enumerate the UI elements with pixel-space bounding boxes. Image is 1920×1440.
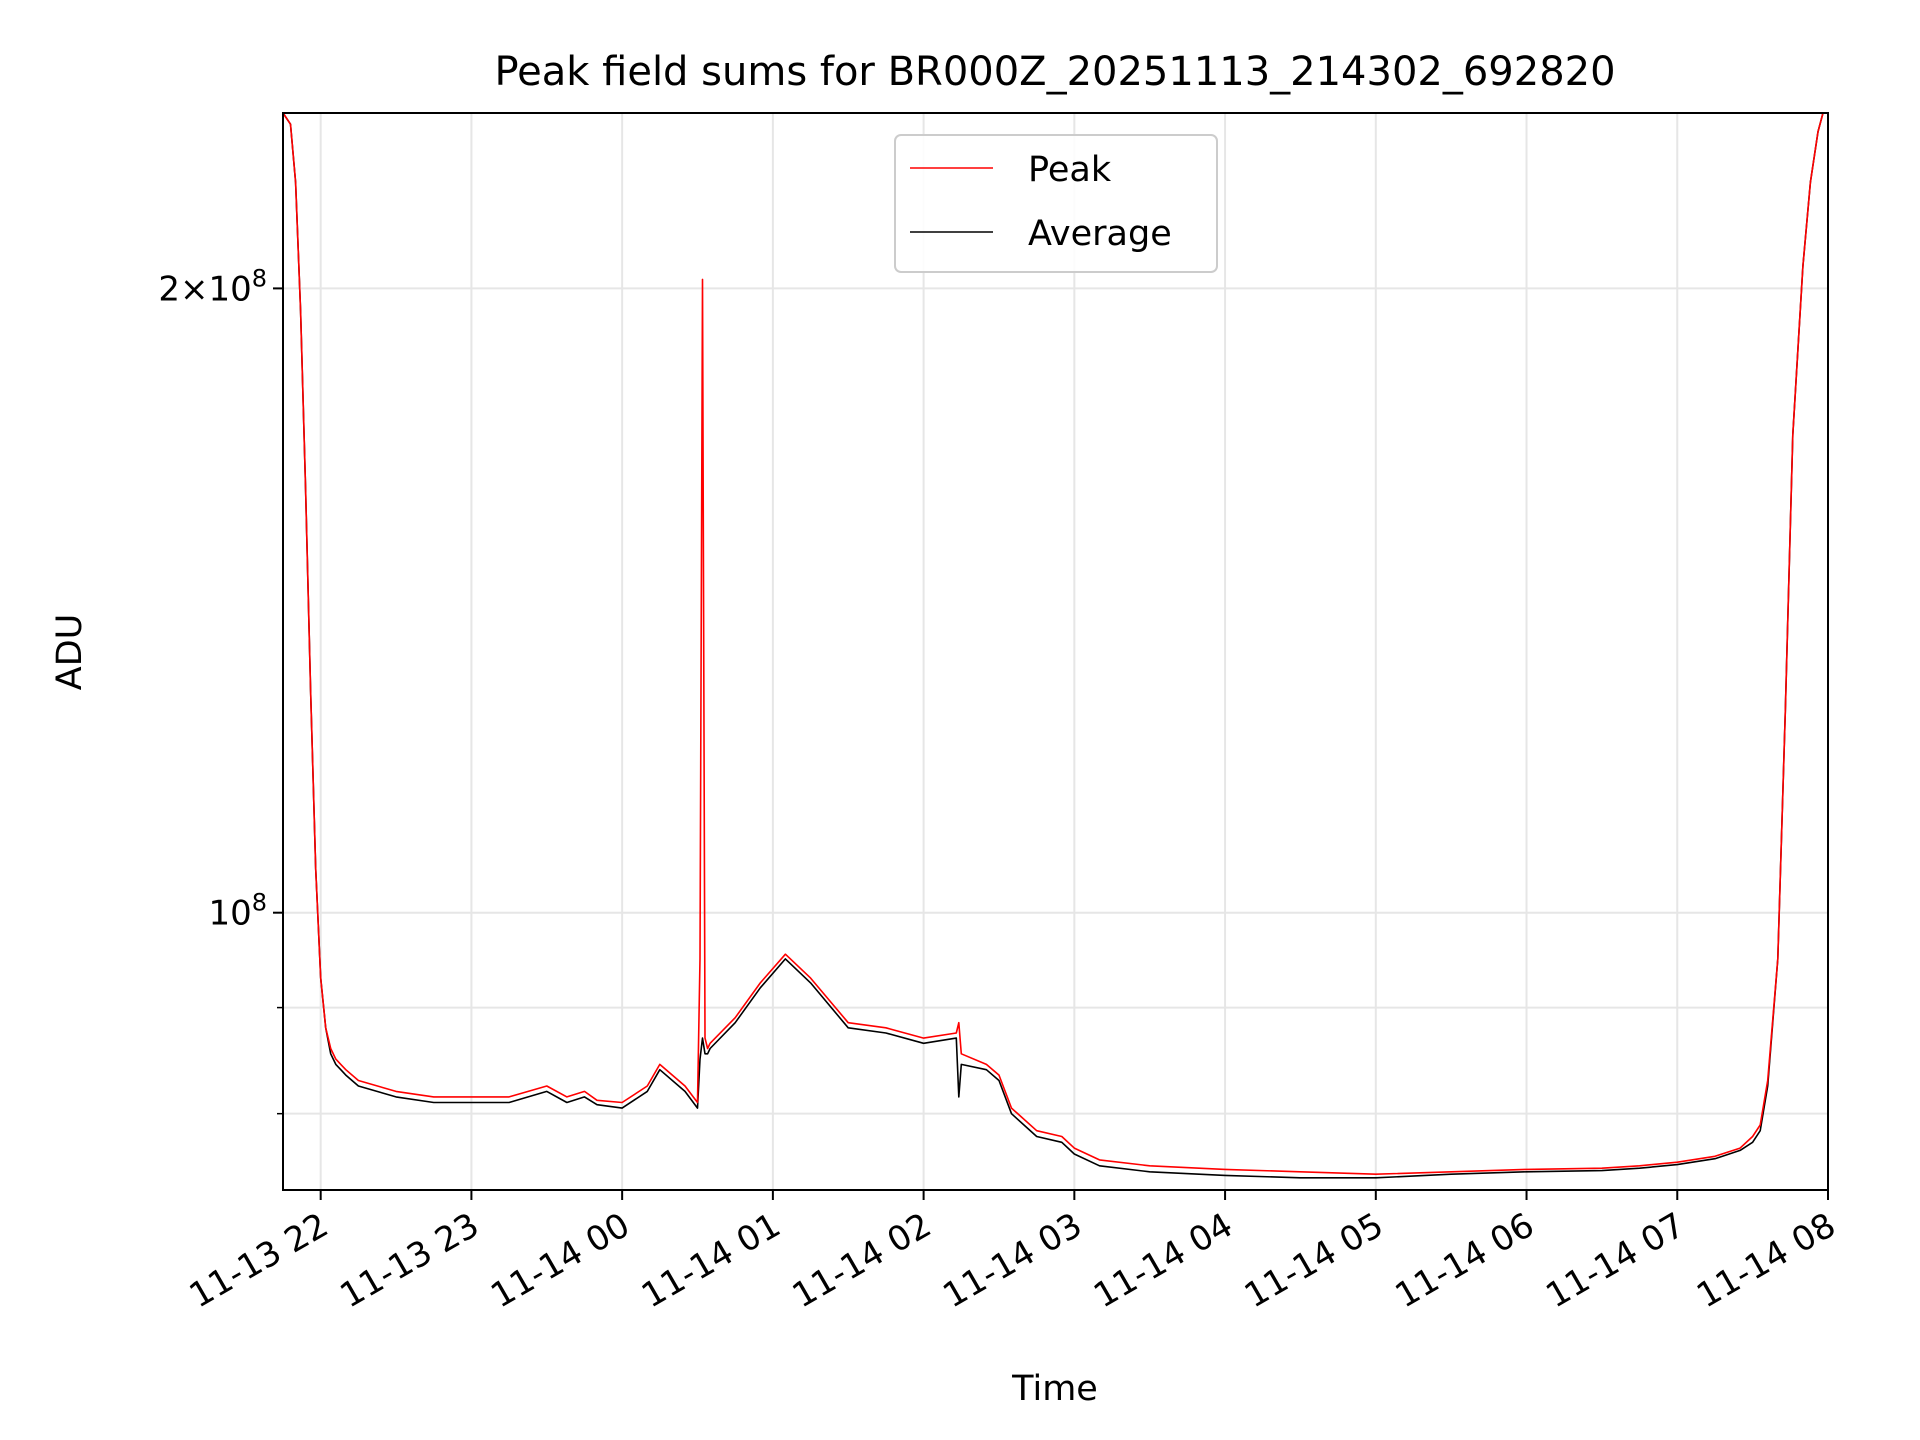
y-axis-label: ADU (50, 614, 90, 691)
legend-box (894, 134, 1218, 273)
y-tick-label: 108 (208, 889, 267, 934)
legend: Peak Average (894, 134, 1218, 273)
x-axis-label: Time (1011, 1369, 1098, 1409)
chart-title: Peak field sums for BR000Z_20251113_2143… (494, 49, 1615, 95)
series-line-peak (282, 112, 1828, 1175)
legend-label-peak: Peak (1028, 150, 1112, 190)
series-layer (282, 112, 1828, 1179)
plot-frame (282, 112, 1829, 1191)
legend-label-average: Average (1028, 214, 1172, 254)
series-line-average (282, 112, 1828, 1179)
y-tick-label: 2×108 (158, 264, 267, 309)
